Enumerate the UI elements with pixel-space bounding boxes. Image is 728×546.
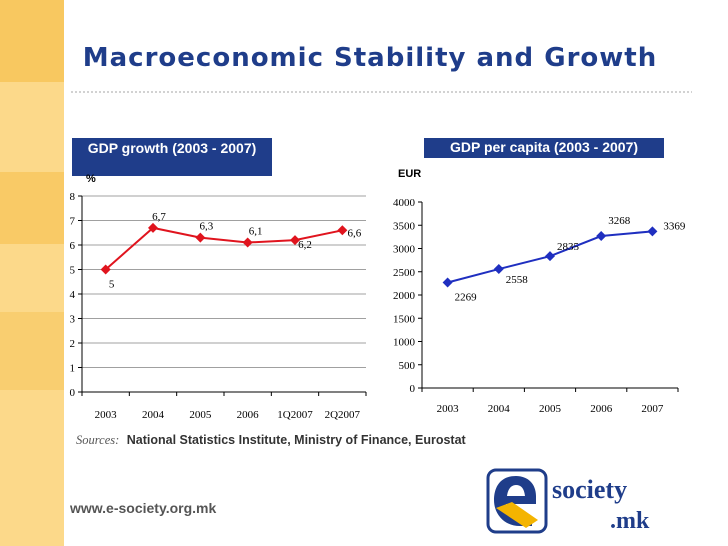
data-label: 6,6 (347, 227, 361, 239)
y-tick-label: 500 (399, 360, 416, 372)
chart-title-gdp-growth: GDP growth (2003 - 2007) (72, 138, 272, 176)
x-tick-label: 2006 (237, 409, 260, 421)
x-tick-label: 2006 (590, 403, 613, 415)
y-tick-label: 1000 (393, 337, 416, 349)
y-tick-label: 0 (410, 383, 416, 395)
e-society-logo: society .mk (486, 468, 650, 534)
data-label: 6,1 (249, 226, 263, 238)
data-label: 6,7 (152, 211, 166, 223)
y-tick-label: 3500 (393, 220, 416, 232)
y-tick-label: 8 (70, 191, 76, 203)
logo-text: society (552, 475, 627, 504)
y-tick-label: 5 (70, 265, 76, 277)
data-label: 2835 (557, 241, 580, 253)
data-point (100, 264, 111, 275)
y-tick-label: 4000 (393, 197, 416, 209)
y-tick-label: 7 (70, 216, 76, 228)
data-label: 6,3 (199, 221, 213, 233)
y-tick-label: 3 (70, 314, 76, 326)
data-label: 2269 (455, 291, 478, 303)
data-label: 3369 (663, 220, 686, 232)
y-tick-label: 1 (70, 363, 76, 375)
slide-title: Macroeconomic Stability and Growth (82, 43, 658, 73)
decorative-sidebar (0, 0, 64, 546)
sidebar-block (0, 0, 64, 82)
y-tick-label: 3000 (393, 244, 416, 256)
data-point (493, 264, 504, 275)
data-label: 3268 (608, 215, 631, 227)
x-tick-label: 1Q2007 (277, 409, 313, 421)
x-tick-label: 2003 (437, 403, 460, 415)
y-tick-label: 6 (70, 240, 76, 252)
y-tick-label: 2500 (393, 267, 416, 279)
right-y-unit: EUR (398, 168, 422, 180)
logo-domain: .mk (610, 508, 650, 534)
x-tick-label: 2005 (539, 403, 562, 415)
x-tick-label: 2005 (189, 409, 212, 421)
sources-line: Sources: National Statistics Institute, … (76, 433, 466, 448)
sidebar-block (0, 172, 64, 244)
data-point (596, 231, 607, 242)
x-tick-label: 2004 (142, 409, 165, 421)
x-tick-label: 2Q2007 (325, 409, 361, 421)
y-tick-label: 4 (70, 289, 76, 301)
sources-text: National Statistics Institute, Ministry … (126, 433, 466, 447)
sidebar-block (0, 312, 64, 390)
x-tick-label: 2007 (641, 403, 664, 415)
data-point (647, 226, 658, 237)
series-line (105, 226, 343, 271)
chart-title-gdp-per-capita: GDP per capita (2003 - 2007) (424, 138, 664, 158)
data-label: 2558 (506, 274, 529, 286)
website-link[interactable]: www.e-society.org.mk (70, 500, 217, 516)
data-point (442, 277, 453, 288)
x-tick-label: 2003 (95, 409, 118, 421)
data-label: 6,2 (298, 239, 312, 251)
x-tick-label: 2004 (488, 403, 511, 415)
y-tick-label: 2000 (393, 290, 416, 302)
data-label: 5 (109, 279, 115, 291)
y-tick-label: 0 (70, 387, 76, 399)
data-point (242, 237, 253, 248)
data-point (148, 222, 158, 233)
data-point (545, 251, 555, 262)
sources-label: Sources: (76, 433, 120, 447)
data-point (337, 225, 348, 236)
logo-e-icon (486, 468, 548, 534)
y-tick-label: 2 (70, 338, 76, 350)
dotted-divider (70, 90, 692, 94)
data-point (290, 235, 300, 246)
left-y-unit: % (86, 173, 96, 185)
y-tick-label: 1500 (393, 313, 416, 325)
data-point (195, 232, 206, 243)
